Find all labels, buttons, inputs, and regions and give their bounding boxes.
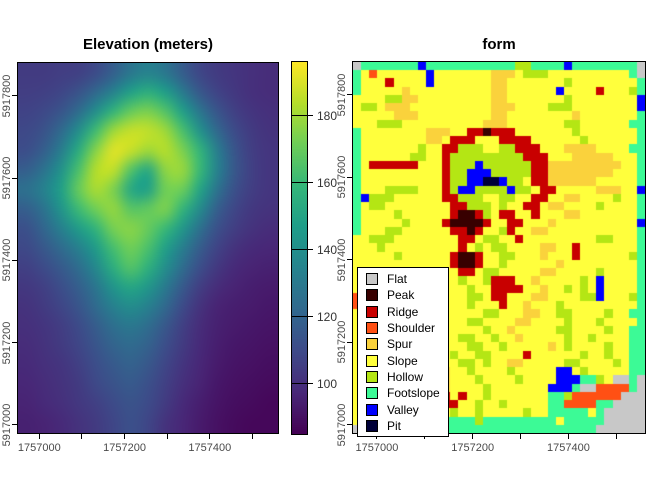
legend-label: Hollow xyxy=(387,369,424,384)
legend-label: Valley xyxy=(387,402,419,417)
y-axis-tick-label: 5917000 xyxy=(1,403,13,447)
elevation-raster xyxy=(18,63,278,433)
form-legend: Flat Peak Ridge Shoulder Spur Slope Hollow Foot… xyxy=(357,267,449,437)
legend-item-footslope: Footslope xyxy=(358,385,448,401)
legend-swatch-hollow xyxy=(366,370,378,383)
x-axis-tick-label: 1757200 xyxy=(451,442,495,454)
elevation-plot-title: Elevation (meters) xyxy=(82,36,214,53)
legend-label: Pit xyxy=(387,418,402,433)
legend-label: Footslope xyxy=(387,386,440,401)
y-axis-tick-label: 5917800 xyxy=(1,74,13,118)
colorbar-tick-label: 120 xyxy=(317,309,338,324)
y-axis-tick xyxy=(12,259,17,261)
x-axis-tick xyxy=(81,434,83,439)
x-axis-tick xyxy=(472,434,474,439)
colorbar-tick-label: 100 xyxy=(317,376,338,391)
form-plot-title: form xyxy=(482,36,516,53)
colorbar-tick-mark xyxy=(292,316,313,318)
legend-item-pit: Pit xyxy=(358,418,448,434)
y-axis-tick xyxy=(12,342,17,344)
legend-label: Slope xyxy=(387,353,418,368)
colorbar-tick-mark xyxy=(292,249,313,251)
legend-label: Shoulder xyxy=(387,321,436,336)
y-axis-tick xyxy=(347,176,352,178)
legend-label: Spur xyxy=(387,337,413,352)
y-axis-tick xyxy=(347,259,352,261)
colorbar-tick-label: 180 xyxy=(317,108,338,123)
x-axis-tick-label: 1757400 xyxy=(546,442,590,454)
legend-swatch-slope xyxy=(366,354,378,367)
x-axis-tick xyxy=(38,434,40,439)
legend-item-valley: Valley xyxy=(358,401,448,417)
colorbar-tick-mark xyxy=(292,383,313,385)
y-axis-tick-label: 5917800 xyxy=(336,73,348,117)
colorbar-tick-mark xyxy=(292,182,313,184)
y-axis-tick-label: 5917200 xyxy=(336,320,348,364)
x-axis-tick-label: 1757400 xyxy=(188,442,232,454)
y-axis-tick-label: 5917000 xyxy=(336,403,348,447)
x-axis-tick xyxy=(166,434,168,439)
y-axis-tick-label: 5917600 xyxy=(1,156,13,200)
legend-swatch-valley xyxy=(366,403,378,416)
legend-swatch-spur xyxy=(366,338,378,351)
x-axis-tick-label: 1757200 xyxy=(103,442,146,454)
legend-swatch-pit xyxy=(366,419,378,432)
legend-item-shoulder: Shoulder xyxy=(358,320,448,336)
legend-label: Peak xyxy=(387,288,415,303)
legend-item-slope: Slope xyxy=(358,352,448,368)
y-axis-tick xyxy=(12,177,17,179)
y-axis-tick xyxy=(12,95,17,97)
y-axis-tick xyxy=(347,341,352,343)
colorbar-tick-mark xyxy=(292,115,313,117)
elevation-colorbar xyxy=(292,62,307,434)
legend-item-spur: Spur xyxy=(358,336,448,352)
colorbar-tick-label: 160 xyxy=(317,175,338,190)
legend-swatch-footslope xyxy=(366,387,378,400)
y-axis-tick xyxy=(347,94,352,96)
x-axis-tick-label: 1757000 xyxy=(355,442,399,454)
x-axis-tick xyxy=(124,434,126,439)
legend-label: Flat xyxy=(387,272,408,287)
legend-item-flat: Flat xyxy=(358,271,448,287)
x-axis-tick xyxy=(520,434,522,439)
x-axis-tick xyxy=(567,434,569,439)
legend-label: Ridge xyxy=(387,304,419,319)
y-axis-tick-label: 5917600 xyxy=(336,156,348,199)
legend-item-ridge: Ridge xyxy=(358,304,448,320)
x-axis-tick xyxy=(251,434,253,439)
x-axis-tick xyxy=(615,434,617,439)
legend-swatch-peak xyxy=(366,289,378,302)
legend-item-hollow: Hollow xyxy=(358,369,448,385)
legend-swatch-ridge xyxy=(366,305,378,318)
y-axis-tick xyxy=(347,424,352,426)
y-axis-tick-label: 5917400 xyxy=(336,238,348,282)
legend-swatch-flat xyxy=(366,273,378,286)
colorbar-tick-label: 140 xyxy=(317,242,338,257)
legend-item-peak: Peak xyxy=(358,287,448,303)
y-axis-tick-label: 5917400 xyxy=(1,238,13,282)
y-axis-tick-label: 5917200 xyxy=(1,321,13,364)
x-axis-tick-label: 1757000 xyxy=(17,442,61,454)
legend-swatch-shoulder xyxy=(366,322,378,335)
y-axis-tick xyxy=(12,424,17,426)
x-axis-tick xyxy=(209,434,211,439)
